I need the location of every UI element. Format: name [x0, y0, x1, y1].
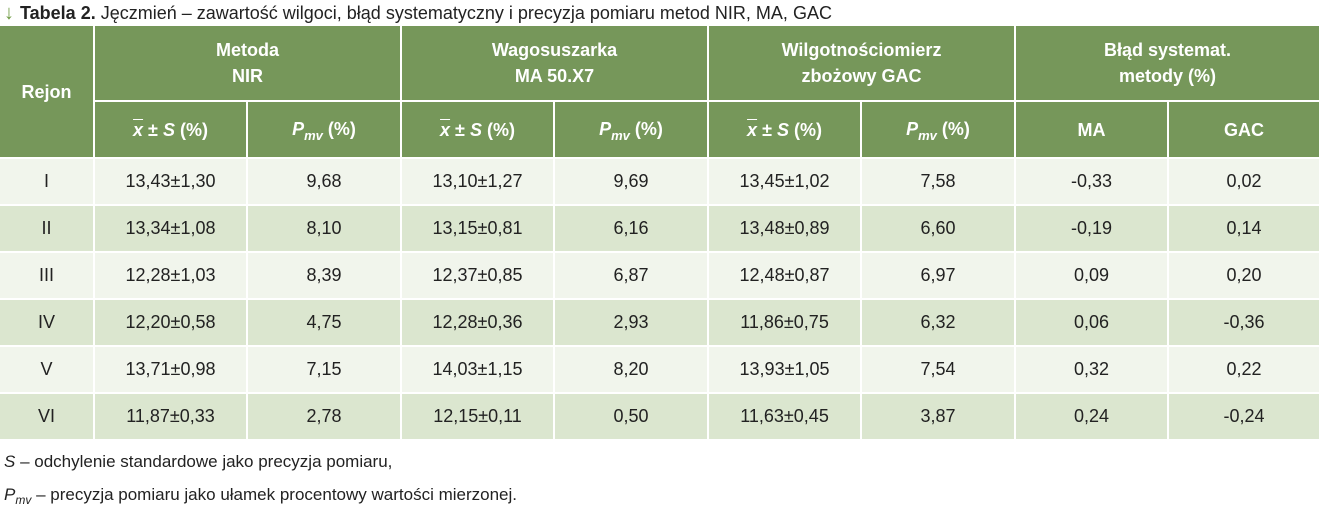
cell-nir-pmv: 7,15	[247, 346, 402, 394]
cell-region: IV	[0, 299, 95, 347]
table-row: I 13,43±1,30 9,68 13,10±1,27 9,69 13,45±…	[0, 158, 1319, 206]
cell-ma-pmv: 6,16	[554, 205, 710, 253]
cell-ma-pmv: 0,50	[554, 393, 710, 441]
cell-ma-pmv: 2,93	[554, 299, 710, 347]
arrow-down-icon: ↓	[4, 2, 14, 24]
cell-ma-mean: 12,37±0,85	[401, 252, 555, 300]
data-table: Rejon Metoda NIR Wagosuszarka MA 50.X7 Wil…	[0, 26, 1319, 441]
cell-region: II	[0, 205, 95, 253]
cell-gac-mean: 13,48±0,89	[708, 205, 863, 253]
cell-bias-gac: 0,14	[1168, 205, 1319, 253]
cell-nir-mean: 12,20±0,58	[94, 299, 248, 347]
header-group-nir: Metoda NIR	[94, 26, 402, 102]
header-region: Rejon	[0, 26, 95, 159]
cell-nir-pmv: 9,68	[247, 158, 402, 206]
cell-bias-ma: -0,19	[1015, 205, 1170, 253]
cell-bias-ma: -0,33	[1015, 158, 1170, 206]
cell-region: V	[0, 346, 95, 394]
cell-nir-mean: 13,71±0,98	[94, 346, 248, 394]
header-row-groups: Rejon Metoda NIR Wagosuszarka MA 50.X7 Wil…	[0, 26, 1319, 159]
cell-nir-mean: 12,28±1,03	[94, 252, 248, 300]
cell-bias-ma: 0,24	[1015, 393, 1170, 441]
header-group-gac: Wilgotnościomierz zbożowy GAC	[708, 26, 1017, 102]
cell-nir-pmv: 4,75	[247, 299, 402, 347]
cell-gac-pmv: 7,58	[861, 158, 1017, 206]
cell-nir-pmv: 2,78	[247, 393, 402, 441]
caption-label: Tabela 2.	[20, 2, 96, 23]
cell-bias-gac: -0,24	[1168, 393, 1319, 441]
cell-gac-mean: 11,63±0,45	[708, 393, 863, 441]
table-row: V 13,71±0,98 7,15 14,03±1,15 8,20 13,93±…	[0, 346, 1319, 394]
cell-gac-mean: 11,86±0,75	[708, 299, 863, 347]
cell-region: III	[0, 252, 95, 300]
cell-gac-pmv: 7,54	[861, 346, 1017, 394]
cell-bias-gac: -0,36	[1168, 299, 1319, 347]
cell-ma-pmv: 9,69	[554, 158, 710, 206]
cell-ma-pmv: 8,20	[554, 346, 710, 394]
cell-ma-mean: 12,15±0,11	[401, 393, 555, 441]
footnote-s: S – odchylenie standardowe jako precyzja…	[4, 452, 393, 471]
cell-nir-mean: 11,87±0,33	[94, 393, 248, 441]
header-mean-nir: x ± S (%)	[94, 101, 248, 159]
cell-bias-gac: 0,02	[1168, 158, 1319, 206]
cell-bias-gac: 0,20	[1168, 252, 1319, 300]
caption-title: Jęczmień – zawartość wilgoci, błąd syste…	[100, 2, 832, 23]
cell-gac-pmv: 6,32	[861, 299, 1017, 347]
cell-ma-mean: 13,15±0,81	[401, 205, 555, 253]
header-bias-ma: MA	[1015, 101, 1170, 159]
cell-nir-mean: 13,34±1,08	[94, 205, 248, 253]
header-bias-gac: GAC	[1168, 101, 1319, 159]
cell-ma-mean: 12,28±0,36	[401, 299, 555, 347]
header-group-bias: Błąd systemat. metody (%)	[1015, 26, 1319, 102]
header-pmv-gac: Pmv (%)	[861, 101, 1017, 159]
header-pmv-nir: Pmv (%)	[247, 101, 402, 159]
cell-bias-ma: 0,06	[1015, 299, 1170, 347]
cell-nir-mean: 13,43±1,30	[94, 158, 248, 206]
cell-gac-pmv: 6,60	[861, 205, 1017, 253]
cell-bias-ma: 0,32	[1015, 346, 1170, 394]
cell-region: VI	[0, 393, 95, 441]
cell-gac-mean: 12,48±0,87	[708, 252, 863, 300]
cell-gac-pmv: 6,97	[861, 252, 1017, 300]
cell-gac-mean: 13,93±1,05	[708, 346, 863, 394]
cell-bias-gac: 0,22	[1168, 346, 1319, 394]
cell-nir-pmv: 8,39	[247, 252, 402, 300]
cell-nir-pmv: 8,10	[247, 205, 402, 253]
table-row: II 13,34±1,08 8,10 13,15±0,81 6,16 13,48…	[0, 205, 1319, 253]
table-caption: ↓ Tabela 2. Jęczmień – zawartość wilgoci…	[4, 0, 832, 26]
header-pmv-ma: Pmv (%)	[554, 101, 710, 159]
cell-ma-mean: 13,10±1,27	[401, 158, 555, 206]
cell-region: I	[0, 158, 95, 206]
header-row-sub: x ± S (%) Pmv (%) x ± S (%) Pmv (%) x ± …	[0, 101, 1319, 159]
header-mean-ma: x ± S (%)	[401, 101, 555, 159]
cell-ma-mean: 14,03±1,15	[401, 346, 555, 394]
cell-ma-pmv: 6,87	[554, 252, 710, 300]
table-row: VI 11,87±0,33 2,78 12,15±0,11 0,50 11,63…	[0, 393, 1319, 441]
table-row: IV 12,20±0,58 4,75 12,28±0,36 2,93 11,86…	[0, 299, 1319, 347]
header-mean-gac: x ± S (%)	[708, 101, 863, 159]
header-group-ma: Wagosuszarka MA 50.X7	[401, 26, 710, 102]
footnote-pmv: Pmv – precyzja pomiaru jako ułamek proce…	[4, 485, 517, 507]
table-row: III 12,28±1,03 8,39 12,37±0,85 6,87 12,4…	[0, 252, 1319, 300]
cell-gac-pmv: 3,87	[861, 393, 1017, 441]
cell-bias-ma: 0,09	[1015, 252, 1170, 300]
cell-gac-mean: 13,45±1,02	[708, 158, 863, 206]
